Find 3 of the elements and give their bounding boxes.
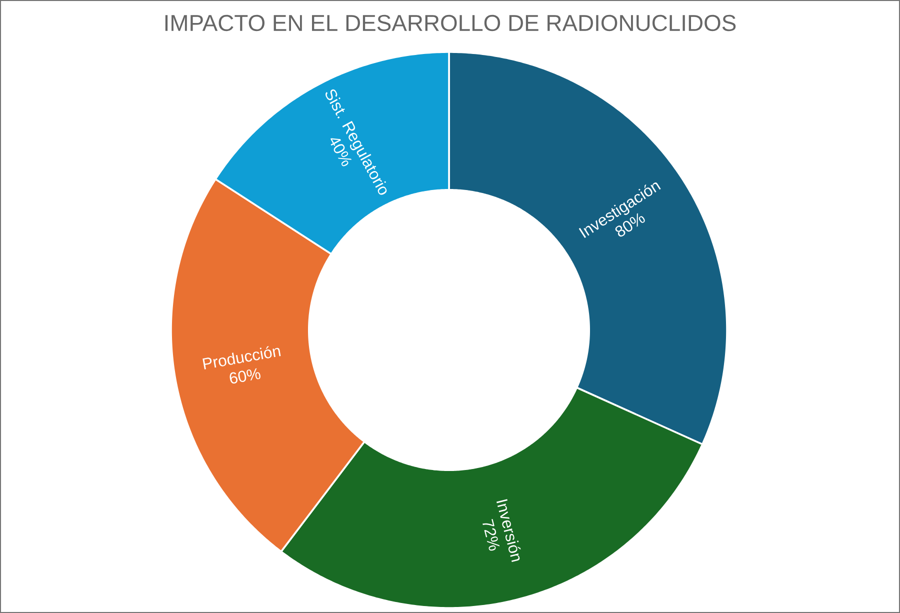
slice-label: Producción xyxy=(202,346,281,370)
chart-title: IMPACTO EN EL DESARROLLO DE RADIONUCLIDOS xyxy=(165,14,736,32)
data-label: 60% xyxy=(230,368,260,384)
